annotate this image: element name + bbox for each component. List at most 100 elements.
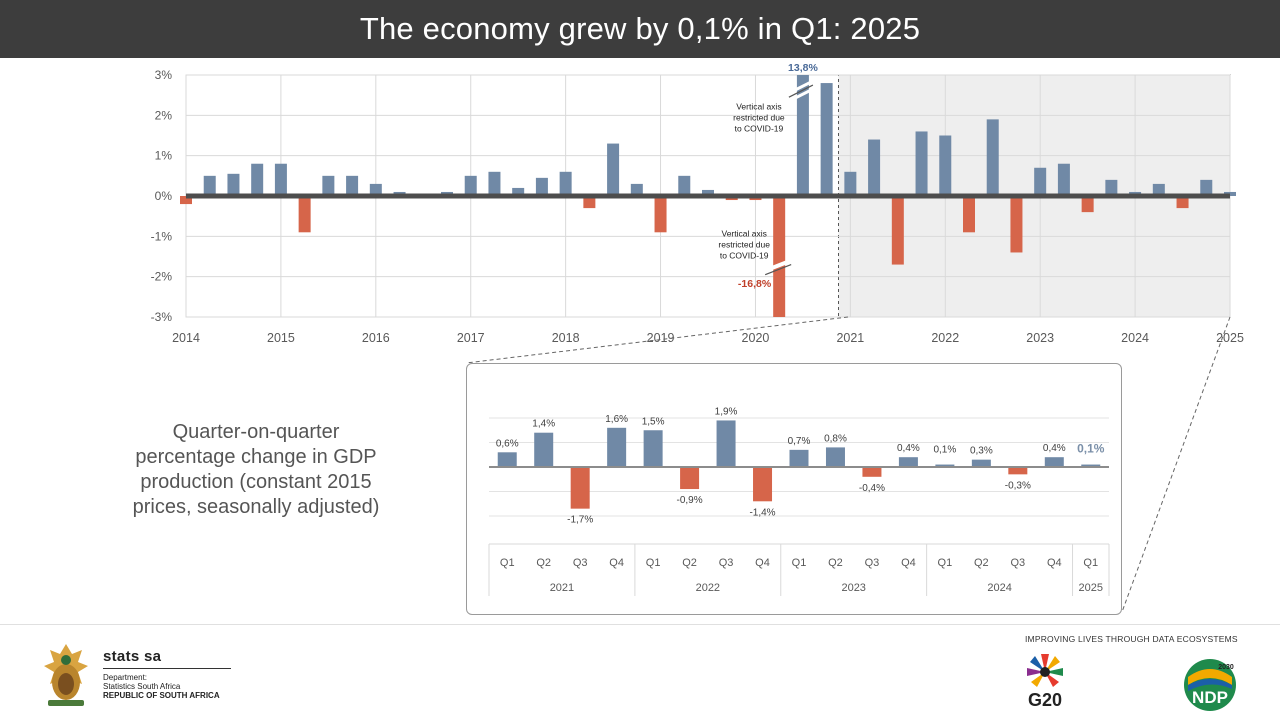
inset-quarter-label: Q3 (1010, 557, 1025, 569)
inset-quarter-label: Q2 (536, 557, 551, 569)
bar (203, 175, 216, 196)
inset-data-label: -1,7% (567, 515, 593, 526)
ndp-label: NDP (1192, 688, 1228, 707)
inset-gdp-bar-chart: 0,6% 1,4% -1,7% 1,6% 1,5% -0,9% 1,9% -1,4% 0,7% 0… (488, 406, 1110, 596)
bar (986, 119, 999, 196)
inset-quarter-label: Q2 (682, 557, 697, 569)
g20-label: G20 (1028, 690, 1062, 710)
y-tick-label: -2% (151, 270, 173, 284)
inset-bar (607, 427, 627, 467)
inset-bar (643, 430, 663, 467)
bar (630, 183, 643, 196)
x-tick-label: 2018 (552, 331, 580, 345)
inset-data-label: -0,9% (677, 495, 703, 506)
g20-logo: G20 (1027, 654, 1063, 710)
inset-quarter-label: Q1 (500, 557, 515, 569)
caption-line: production (constant 2015 (140, 471, 372, 493)
axis-note-top: restricted due (733, 112, 785, 122)
bar (891, 196, 904, 265)
bar (868, 139, 881, 196)
x-tick-label: 2016 (362, 331, 390, 345)
inset-year-label: 2021 (550, 582, 574, 594)
bar (1034, 167, 1047, 196)
x-tick-label: 2021 (836, 331, 864, 345)
inset-quarter-label: Q3 (865, 557, 880, 569)
bar (322, 175, 335, 196)
inset-data-label: 0,1% (1077, 442, 1105, 456)
peak-value-label: 13,8% (788, 62, 818, 74)
bar (963, 196, 975, 233)
inset-bar (716, 420, 736, 467)
bar (796, 75, 809, 196)
inset-data-label: -0,4% (859, 483, 885, 494)
inset-bar (534, 432, 554, 467)
inset-quarter-label: Q4 (901, 557, 916, 569)
bar (915, 131, 928, 196)
axis-note-bottom: Vertical axis (722, 228, 767, 238)
bar (488, 171, 501, 196)
inset-bar (789, 449, 809, 467)
inset-bar (935, 464, 955, 467)
x-tick-label: 2023 (1026, 331, 1054, 345)
org-name: stats sa (103, 648, 162, 665)
inset-data-label: 0,3% (970, 446, 993, 457)
inset-year-label: 2024 (987, 582, 1011, 594)
x-tick-label: 2014 (172, 331, 200, 345)
inset-chart-panel: 0,6% 1,4% -1,7% 1,6% 1,5% -0,9% 1,9% -1,4% 0,7% 0… (466, 363, 1122, 615)
y-tick-label: 3% (155, 68, 173, 82)
main-gdp-bar-chart: 3% 2% 1% 0% -1% -2% -3% 2014 2015 2016 2017 2018 201… (151, 62, 1244, 345)
y-tick-label: 1% (155, 149, 173, 163)
inset-bar (753, 467, 773, 502)
inset-bar (570, 467, 590, 509)
x-tick-label: 2024 (1121, 331, 1149, 345)
inset-quarter-label: Q3 (719, 557, 734, 569)
bar (583, 196, 596, 209)
x-tick-label: 2020 (742, 331, 770, 345)
inset-bar (1081, 464, 1101, 467)
bar (1152, 183, 1165, 196)
inset-quarter-label: Q2 (974, 557, 989, 569)
inset-quarter-label: Q1 (646, 557, 661, 569)
inset-quarter-label: Q1 (938, 557, 953, 569)
inset-data-label: 0,7% (788, 436, 811, 447)
inset-quarter-label: Q3 (573, 557, 588, 569)
bar (654, 196, 667, 233)
x-tick-label: 2019 (647, 331, 675, 345)
inset-data-label: 0,8% (824, 433, 847, 444)
bar (678, 175, 691, 196)
x-tick-label: 2025 (1216, 331, 1244, 345)
inset-year-label: 2025 (1079, 582, 1103, 594)
inset-data-label: 0,4% (1043, 443, 1066, 454)
bar (939, 135, 952, 196)
footer-divider (0, 624, 1280, 625)
bar (369, 183, 382, 196)
inset-year-label: 2023 (841, 582, 865, 594)
bar (1105, 179, 1118, 196)
inset-data-label: 1,6% (605, 414, 628, 425)
bar (607, 143, 620, 196)
inset-bar (1044, 457, 1064, 467)
inset-bar (971, 459, 991, 467)
ndp-2030-logo: 2030 NDP (1184, 659, 1236, 711)
axis-break-top-line (788, 84, 814, 98)
axis-note-bottom: restricted due (718, 239, 770, 249)
inset-quarter-label: Q1 (792, 557, 807, 569)
bar (227, 173, 240, 196)
inset-quarter-label: Q4 (1047, 557, 1062, 569)
y-tick-label: -1% (151, 229, 173, 243)
org-rule (103, 668, 231, 669)
org-republic: REPUBLIC OF SOUTH AFRICA (103, 691, 220, 700)
bar (1081, 196, 1094, 213)
axis-break-bottom (764, 258, 792, 273)
inset-quarter-label: Q4 (755, 557, 770, 569)
caption-line: percentage change in GDP (135, 446, 377, 468)
inset-quarter-label: Q4 (609, 557, 624, 569)
inset-bar (825, 447, 845, 467)
inset-data-label: 0,4% (897, 443, 920, 454)
trough-value-label: -16,8% (738, 278, 772, 290)
inset-year-label: 2022 (696, 582, 720, 594)
bar (773, 196, 786, 317)
bar (1057, 163, 1070, 196)
stats-sa-logo: stats sa Department: Statistics South Af… (103, 648, 233, 700)
inset-bar (1008, 467, 1028, 475)
